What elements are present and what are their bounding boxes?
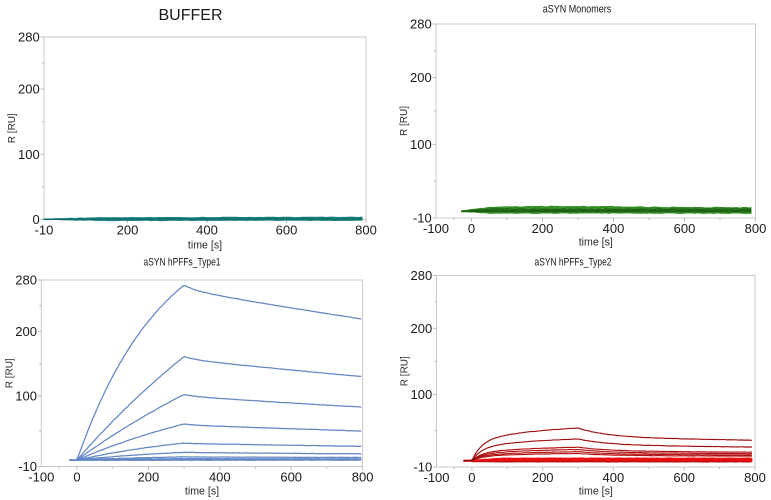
svg-text:200: 200 bbox=[138, 470, 160, 485]
svg-text:0: 0 bbox=[468, 221, 475, 236]
svg-text:aSYN Monomers: aSYN Monomers bbox=[543, 3, 612, 15]
svg-text:100: 100 bbox=[410, 137, 432, 152]
svg-text:100: 100 bbox=[410, 387, 432, 402]
svg-text:0: 0 bbox=[468, 470, 475, 485]
svg-text:time [s]: time [s] bbox=[188, 240, 222, 252]
svg-text:R [RU]: R [RU] bbox=[4, 358, 15, 388]
svg-text:280: 280 bbox=[410, 17, 432, 32]
svg-text:-100: -100 bbox=[423, 470, 449, 485]
svg-text:400: 400 bbox=[603, 470, 625, 485]
svg-text:R [RU]: R [RU] bbox=[399, 106, 410, 136]
svg-text:800: 800 bbox=[355, 223, 377, 238]
svg-text:-10: -10 bbox=[413, 211, 432, 226]
svg-text:600: 600 bbox=[276, 223, 298, 238]
svg-text:time [s]: time [s] bbox=[579, 485, 613, 497]
svg-text:200: 200 bbox=[532, 470, 554, 485]
svg-text:800: 800 bbox=[745, 221, 767, 236]
svg-text:aSYN hPFFs_Type2: aSYN hPFFs_Type2 bbox=[535, 257, 612, 269]
svg-text:-10: -10 bbox=[18, 459, 37, 474]
svg-text:280: 280 bbox=[18, 30, 40, 45]
svg-text:200: 200 bbox=[15, 324, 37, 339]
svg-text:600: 600 bbox=[673, 470, 695, 485]
svg-text:-100: -100 bbox=[28, 470, 54, 485]
svg-text:600: 600 bbox=[280, 470, 302, 485]
svg-text:200: 200 bbox=[532, 221, 554, 236]
svg-text:200: 200 bbox=[18, 82, 40, 97]
svg-text:-100: -100 bbox=[423, 221, 449, 236]
svg-text:280: 280 bbox=[410, 268, 432, 283]
svg-text:200: 200 bbox=[410, 70, 432, 85]
svg-text:BUFFER: BUFFER bbox=[159, 7, 223, 24]
svg-text:400: 400 bbox=[209, 470, 231, 485]
svg-text:800: 800 bbox=[352, 470, 374, 485]
svg-text:400: 400 bbox=[603, 221, 625, 236]
svg-text:0: 0 bbox=[32, 212, 39, 227]
svg-text:time [s]: time [s] bbox=[185, 485, 219, 497]
svg-text:R [RU]: R [RU] bbox=[400, 356, 411, 386]
svg-text:aSYN hPFFs_Type1: aSYN hPFFs_Type1 bbox=[144, 257, 221, 269]
svg-text:100: 100 bbox=[15, 388, 37, 403]
svg-text:400: 400 bbox=[196, 223, 218, 238]
svg-text:200: 200 bbox=[410, 321, 432, 336]
svg-text:200: 200 bbox=[117, 223, 139, 238]
svg-text:-10: -10 bbox=[35, 223, 54, 238]
svg-text:280: 280 bbox=[15, 273, 37, 288]
svg-text:0: 0 bbox=[73, 470, 80, 485]
svg-text:-10: -10 bbox=[413, 460, 432, 475]
svg-text:100: 100 bbox=[18, 147, 40, 162]
svg-text:800: 800 bbox=[744, 470, 766, 485]
svg-text:time [s]: time [s] bbox=[579, 236, 613, 248]
svg-text:R [RU]: R [RU] bbox=[7, 113, 18, 143]
svg-text:600: 600 bbox=[674, 221, 696, 236]
